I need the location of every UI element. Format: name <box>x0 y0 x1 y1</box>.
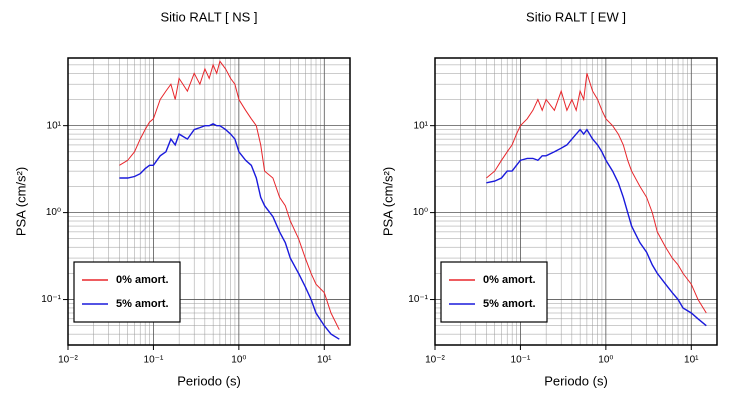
legend-label: 0% amort. <box>483 274 536 286</box>
x-tick-label: 10¹ <box>317 355 332 366</box>
chart-title: Sitio RALT [ EW ] <box>526 9 626 24</box>
x-tick-label: 10⁰ <box>231 355 246 366</box>
y-axis-label: PSA (cm/s²) <box>13 167 28 236</box>
legend-label: 0% amort. <box>116 274 169 286</box>
series-line <box>119 123 340 340</box>
legend-label: 5% amort. <box>483 298 536 310</box>
legend-box <box>440 261 548 323</box>
x-tick-label: 10⁻² <box>425 355 445 366</box>
x-axis-label: Periodo (s) <box>177 373 241 388</box>
y-tick-label: 10⁰ <box>413 207 428 218</box>
y-tick-label: 10⁰ <box>46 207 61 218</box>
y-axis-label: PSA (cm/s²) <box>380 167 395 236</box>
y-tick-label: 10¹ <box>47 120 62 131</box>
x-axis-label: Periodo (s) <box>544 373 608 388</box>
x-tick-label: 10⁰ <box>598 355 613 366</box>
x-tick-label: 10⁻² <box>58 355 78 366</box>
x-tick-label: 10⁻¹ <box>511 355 531 366</box>
x-tick-label: 10⁻¹ <box>144 355 164 366</box>
x-tick-label: 10¹ <box>684 355 699 366</box>
plot-frame <box>434 57 718 346</box>
chart-title: Sitio RALT [ NS ] <box>160 9 257 24</box>
y-tick-label: 10¹ <box>414 120 429 131</box>
series-line <box>486 73 707 314</box>
y-tick-label: 10⁻¹ <box>41 294 61 305</box>
series-line <box>486 128 707 327</box>
legend-box <box>73 261 181 323</box>
plot-frame <box>67 57 351 346</box>
y-tick-label: 10⁻¹ <box>408 294 428 305</box>
series-line <box>119 60 340 330</box>
legend-label: 5% amort. <box>116 298 169 310</box>
